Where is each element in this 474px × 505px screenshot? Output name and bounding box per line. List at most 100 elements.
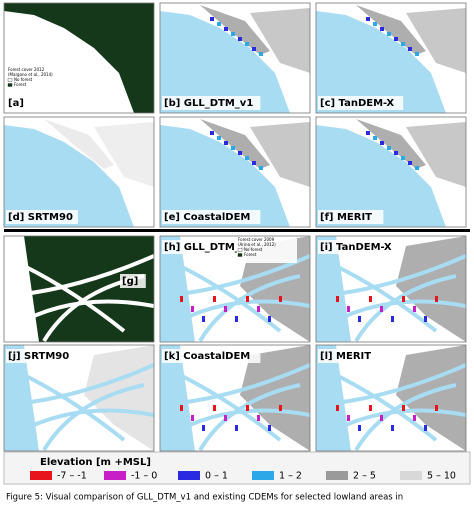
legend-label: -7 – -1: [57, 471, 87, 482]
lowland: [356, 5, 426, 55]
river: [198, 383, 301, 451]
map-panel: [k] CoastalDEM: [159, 344, 311, 452]
river: [198, 274, 301, 342]
pixel: [413, 306, 416, 312]
pixel: [391, 425, 394, 431]
pixel: [268, 316, 271, 322]
pixel: [235, 425, 238, 431]
pixel: [358, 425, 361, 431]
inset-swatch: [7, 83, 13, 87]
inset-box: [237, 237, 297, 263]
legend-swatch: [252, 471, 274, 480]
legend-label: 1 – 2: [279, 471, 302, 482]
map-panel: [l] MERIT: [315, 344, 467, 452]
map: [4, 236, 154, 342]
map-panel: [c] TanDEM-X: [315, 2, 467, 114]
divider: [4, 229, 470, 232]
pixel: [210, 17, 214, 21]
legend-title: Elevation [m +MSL]: [40, 457, 151, 468]
panel-label: [c] TanDEM-X: [320, 98, 394, 109]
river: [4, 254, 154, 298]
pixel: [435, 296, 438, 302]
pixel: [380, 306, 383, 312]
pixel: [238, 37, 242, 41]
river: [42, 383, 145, 451]
label-bg: [120, 274, 146, 288]
pixel: [217, 136, 221, 140]
pixel: [358, 316, 361, 322]
map: [160, 117, 310, 227]
panel-frame: [3, 344, 155, 452]
label-bg: [162, 96, 261, 110]
pixel: [213, 296, 216, 302]
lowland: [200, 119, 270, 169]
panel-frame: [315, 2, 467, 114]
map: [160, 345, 310, 451]
label-bg: [318, 349, 384, 363]
sea: [160, 11, 290, 113]
river: [179, 373, 282, 442]
lowland: [44, 119, 114, 169]
pixel: [394, 151, 398, 155]
pixel: [202, 316, 205, 322]
pixel: [210, 131, 214, 135]
pixel: [246, 296, 249, 302]
panel-frame: [315, 116, 467, 228]
map-panel: [a]: [3, 2, 155, 114]
pixel: [347, 306, 350, 312]
pixel: [231, 32, 235, 36]
panel-label: [b] GLL_DTM_v1: [164, 98, 253, 109]
inset-text: Forest cover 2012: [8, 67, 45, 72]
pixel: [402, 405, 405, 411]
label-bg: [6, 349, 78, 363]
river: [23, 373, 126, 442]
pixel: [217, 22, 221, 26]
panel-label: [e] CoastalDEM: [164, 212, 250, 223]
river: [316, 254, 466, 298]
pixel: [224, 27, 228, 31]
pixel: [224, 415, 227, 421]
panel-label: [j] SRTM90: [8, 351, 69, 362]
pixel: [391, 316, 394, 322]
pixel: [279, 296, 282, 302]
pixel: [380, 415, 383, 421]
legend-label: 2 – 5: [353, 471, 376, 482]
map-panel: [i] TanDEM-X: [315, 235, 467, 343]
river: [4, 363, 154, 407]
river: [335, 264, 438, 333]
inset-text: No forest: [244, 247, 263, 252]
river: [160, 254, 310, 298]
map: [316, 117, 466, 227]
pixel: [336, 405, 339, 411]
pixel: [213, 405, 216, 411]
caption: Figure 5: Visual comparison of GLL_DTM_v…: [6, 493, 403, 503]
river: [354, 383, 457, 451]
pixel: [408, 47, 412, 51]
pixel: [252, 47, 256, 51]
pixel: [231, 146, 235, 150]
pixel: [366, 17, 370, 21]
lowland: [356, 119, 426, 169]
pixel: [191, 306, 194, 312]
pixel: [180, 296, 183, 302]
panel-frame: [3, 116, 155, 228]
inset-box: [7, 67, 67, 93]
label-bg: [318, 210, 384, 224]
pixel: [401, 156, 405, 160]
pixel: [413, 415, 416, 421]
pixel: [245, 156, 249, 160]
panel-frame: [3, 2, 155, 114]
map-panel: [j] SRTM90: [3, 344, 155, 452]
lowland: [94, 122, 154, 187]
pixel: [259, 166, 263, 170]
legend-box: [3, 451, 471, 485]
lowland: [406, 8, 466, 73]
pixel: [366, 131, 370, 135]
river: [316, 363, 466, 407]
pixel: [424, 316, 427, 322]
pixel: [235, 316, 238, 322]
pixel: [268, 425, 271, 431]
legend-label: 0 – 1: [205, 471, 228, 482]
panel-label: [h] GLL_DTM_v1: [164, 242, 253, 253]
